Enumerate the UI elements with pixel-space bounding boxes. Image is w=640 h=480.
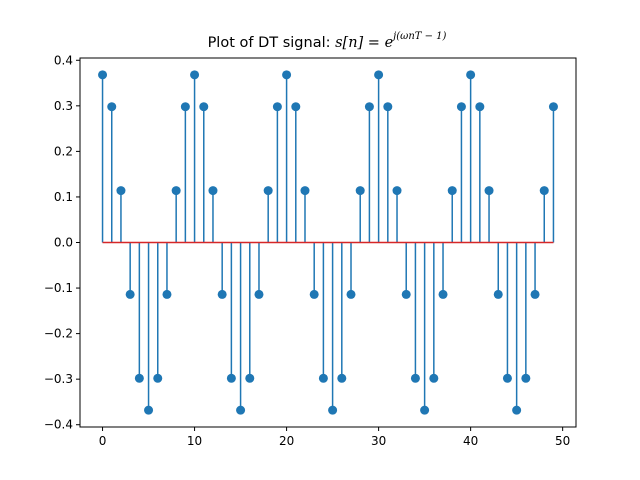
- data-point: [364, 102, 374, 112]
- data-point: [254, 289, 264, 299]
- data-point: [134, 373, 144, 383]
- y-tick-label: −0.3: [44, 372, 73, 386]
- data-point: [346, 289, 356, 299]
- data-point: [282, 70, 292, 80]
- x-tick-label: 30: [371, 434, 386, 448]
- data-point: [116, 186, 126, 196]
- data-point: [475, 102, 485, 112]
- data-point: [318, 373, 328, 383]
- data-point: [291, 102, 301, 112]
- y-tick-label: 0.2: [54, 144, 73, 158]
- data-point: [429, 373, 439, 383]
- x-tick-label: 20: [279, 434, 294, 448]
- y-tick-label: −0.4: [44, 418, 73, 432]
- data-point: [512, 405, 522, 415]
- data-point: [420, 405, 430, 415]
- data-point: [484, 186, 494, 196]
- y-tick-label: 0.0: [54, 236, 73, 250]
- data-point: [539, 186, 549, 196]
- y-tick-label: 0.1: [54, 190, 73, 204]
- data-point: [309, 289, 319, 299]
- x-tick-label: 10: [187, 434, 202, 448]
- data-point: [171, 186, 181, 196]
- data-point: [456, 102, 466, 112]
- data-point: [401, 289, 411, 299]
- chart-title-exponent: j(ωnT − 1): [391, 31, 446, 42]
- data-point: [162, 289, 172, 299]
- data-point: [466, 70, 476, 80]
- data-point: [374, 70, 384, 80]
- data-point: [337, 373, 347, 383]
- data-point: [125, 289, 135, 299]
- data-point: [530, 289, 540, 299]
- chart-title: Plot of DT signal: s[n] = ej(ωnT − 1): [208, 31, 447, 51]
- data-point: [144, 405, 154, 415]
- data-point: [180, 102, 190, 112]
- chart-title-prefix: Plot of DT signal:: [208, 35, 336, 51]
- data-point: [447, 186, 457, 196]
- data-point: [107, 102, 117, 112]
- data-point: [98, 70, 108, 80]
- x-tick-label: 50: [555, 434, 570, 448]
- y-tick-label: −0.1: [44, 281, 73, 295]
- data-point: [263, 186, 273, 196]
- x-tick-label: 40: [463, 434, 478, 448]
- data-point: [493, 289, 503, 299]
- data-point: [438, 289, 448, 299]
- data-point: [300, 186, 310, 196]
- y-tick-label: 0.4: [54, 53, 73, 67]
- data-point: [236, 405, 246, 415]
- data-point: [226, 373, 236, 383]
- data-point: [190, 70, 200, 80]
- data-point: [153, 373, 163, 383]
- data-point: [521, 373, 531, 383]
- data-point: [392, 186, 402, 196]
- data-point: [502, 373, 512, 383]
- x-tick-label: 0: [99, 434, 107, 448]
- data-point: [217, 289, 227, 299]
- plot-area: 0 10 20 30 40 50 −0.4 −0.3 −0.2 −0.1 0.0 0.1 0.2 0.3 0…: [44, 53, 577, 448]
- data-point: [208, 186, 218, 196]
- data-point: [328, 405, 338, 415]
- data-point: [383, 102, 393, 112]
- data-point: [199, 102, 209, 112]
- data-point: [272, 102, 282, 112]
- data-point: [548, 102, 558, 112]
- y-tick-label: −0.2: [44, 327, 73, 341]
- data-point: [410, 373, 420, 383]
- chart-title-formula: s[n] = e: [335, 35, 393, 51]
- data-point: [245, 373, 255, 383]
- data-point: [355, 186, 365, 196]
- y-tick-label: 0.3: [54, 99, 73, 113]
